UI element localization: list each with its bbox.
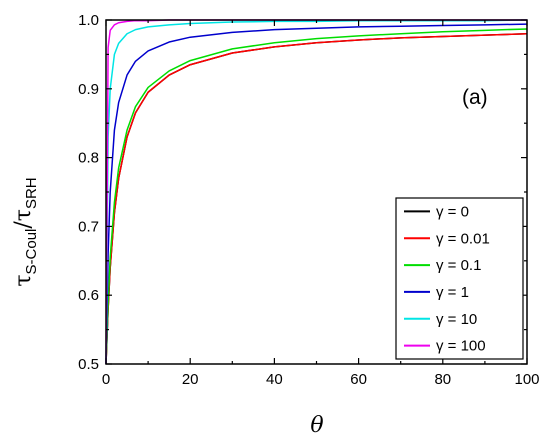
x-tick-label: 40	[266, 371, 283, 388]
y-tick-label: 0.5	[78, 356, 99, 373]
series-line-1	[105, 33, 528, 365]
legend-box	[395, 197, 524, 360]
legend-label: γ = 0	[436, 203, 469, 220]
y-tick-label: 0.6	[78, 287, 99, 304]
y-tick-label: 0.9	[78, 81, 99, 98]
legend-label: γ = 0.1	[436, 257, 481, 274]
legend-label: γ = 1	[436, 284, 469, 301]
x-tick-label: 0	[102, 371, 110, 388]
y-axis-label: τS-Coul/τSRH	[11, 177, 40, 286]
x-tick-label: 100	[514, 371, 539, 388]
x-tick-label: 80	[434, 371, 451, 388]
series-line-2	[105, 28, 528, 365]
x-tick-label: 60	[350, 371, 367, 388]
legend: γ = 0 γ = 0.01 γ = 0.1 γ = 1 γ = 10 γ = 100	[395, 197, 524, 360]
panel-label: (a)	[462, 86, 488, 109]
legend-label: γ = 100	[436, 338, 486, 355]
x-axis-label: θ	[310, 413, 323, 438]
axis-ticks: 0 20 40 60 80 100 0.5 0.6 0.7 0.8 0.9 1.0	[78, 12, 539, 388]
legend-label: γ = 0.01	[436, 230, 490, 247]
series-line-3	[105, 23, 528, 365]
x-tick-label: 20	[182, 371, 199, 388]
y-tick-label: 0.7	[78, 218, 99, 235]
y-tick-label: 1.0	[78, 12, 99, 29]
legend-label: γ = 10	[436, 311, 477, 328]
y-tick-label: 0.8	[78, 150, 99, 167]
